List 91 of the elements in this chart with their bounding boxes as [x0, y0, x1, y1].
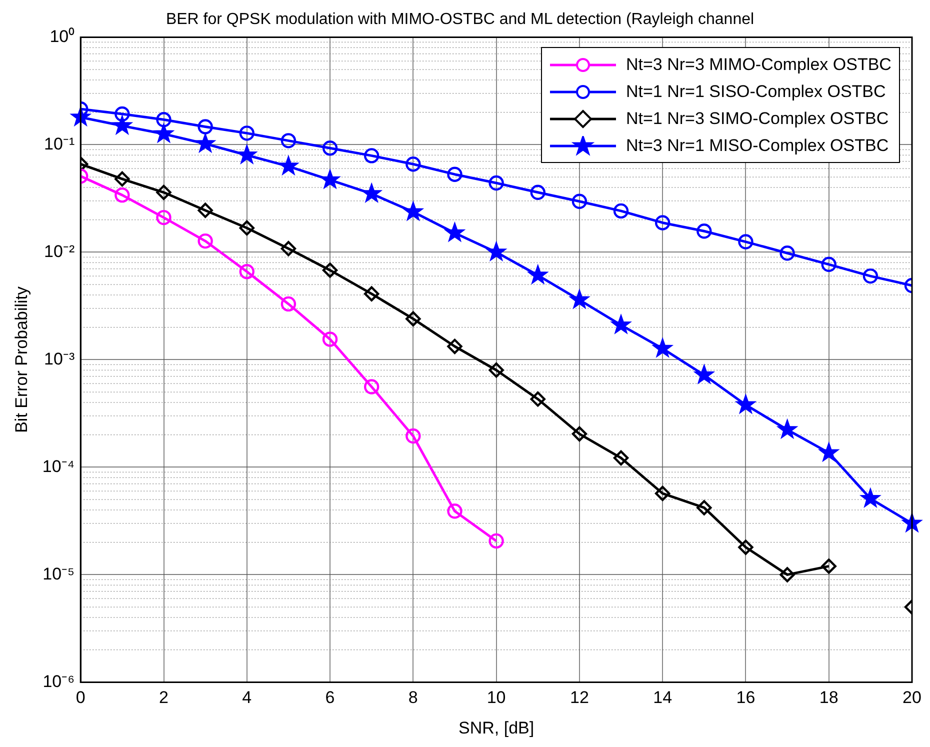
point — [488, 533, 504, 549]
point — [613, 450, 629, 466]
y-tick-label: 10⁻² — [44, 242, 75, 261]
point — [156, 210, 172, 226]
point — [364, 379, 380, 394]
x-axis-title: SNR, [dB] — [458, 718, 534, 738]
x-tick-label: 18 — [819, 688, 838, 708]
point — [154, 123, 174, 142]
point — [696, 224, 712, 239]
point — [654, 215, 670, 230]
x-tick-label: 2 — [159, 688, 168, 708]
point — [239, 220, 254, 236]
point — [406, 156, 421, 172]
point — [862, 268, 878, 284]
point — [447, 166, 462, 182]
y-tick-label: 10⁻⁵ — [42, 564, 75, 584]
point — [780, 567, 795, 582]
point — [195, 133, 216, 152]
point — [198, 233, 213, 249]
point — [652, 338, 673, 358]
legend-label: Nt=1 Nr=3 SIMO-Complex OSTBC — [626, 108, 889, 130]
x-tick-label: 10 — [486, 688, 506, 708]
point — [114, 171, 130, 187]
x-tick-label: 6 — [325, 688, 335, 708]
point — [322, 332, 338, 347]
point — [696, 500, 712, 516]
point — [447, 338, 462, 354]
y-tick-label: 10⁻⁴ — [42, 456, 75, 476]
point — [569, 289, 590, 308]
point — [530, 184, 546, 200]
point — [821, 256, 836, 272]
point — [403, 201, 424, 221]
point — [280, 241, 296, 256]
y-axis-title: Bit Error Probability — [12, 286, 31, 433]
point — [530, 392, 546, 407]
point — [112, 115, 132, 134]
point — [738, 540, 754, 555]
point — [362, 183, 382, 202]
y-tick-label: 10⁻⁶ — [42, 672, 75, 691]
y-tick-label: 10⁻³ — [44, 349, 75, 368]
point — [528, 264, 548, 284]
point — [572, 194, 588, 209]
x-tick-label: 0 — [76, 688, 86, 708]
x-tick-label: 20 — [902, 688, 922, 708]
legend-label: Nt=3 Nr=1 MISO-Complex OSTBC — [626, 135, 889, 158]
x-tick-label: 4 — [242, 688, 252, 708]
point — [818, 442, 839, 462]
point — [364, 286, 380, 302]
point — [156, 184, 172, 200]
point — [488, 175, 504, 191]
point — [239, 264, 254, 280]
point — [239, 126, 254, 141]
x-tick-label: 8 — [408, 688, 418, 708]
point — [406, 311, 421, 326]
point — [447, 504, 462, 519]
x-tick-label: 16 — [736, 688, 756, 708]
point — [114, 187, 130, 203]
point — [444, 222, 465, 242]
point — [280, 133, 296, 148]
point — [611, 314, 632, 334]
chart-title: BER for QPSK modulation with MIMO-OSTBC and ML detection (Rayleigh channel — [166, 11, 754, 28]
point — [156, 112, 172, 128]
point — [738, 234, 754, 250]
point — [320, 169, 340, 189]
x-tick-label: 14 — [653, 688, 672, 708]
point — [694, 364, 714, 384]
point — [198, 202, 213, 218]
point — [736, 394, 756, 414]
point — [654, 486, 670, 502]
legend-label: Nt=3 Nr=3 MIMO-Complex OSTBC — [626, 54, 892, 76]
y-tick-label: 10⁻¹ — [44, 134, 75, 154]
point — [777, 419, 798, 438]
point — [488, 362, 504, 378]
point — [236, 144, 257, 164]
point — [114, 106, 130, 122]
point — [406, 428, 421, 444]
point — [198, 119, 213, 134]
point — [572, 426, 588, 442]
point — [613, 203, 629, 219]
point — [322, 140, 338, 156]
point — [860, 488, 880, 508]
point — [486, 242, 506, 261]
legend-label: Nt=1 Nr=1 SISO-Complex OSTBC — [626, 81, 886, 104]
point — [364, 148, 380, 164]
point — [278, 156, 298, 175]
y-tick-label: 10⁰ — [50, 26, 75, 46]
x-tick-label: 12 — [570, 688, 589, 708]
point — [280, 296, 296, 312]
point — [322, 262, 338, 278]
point — [780, 246, 795, 261]
point — [821, 558, 836, 574]
